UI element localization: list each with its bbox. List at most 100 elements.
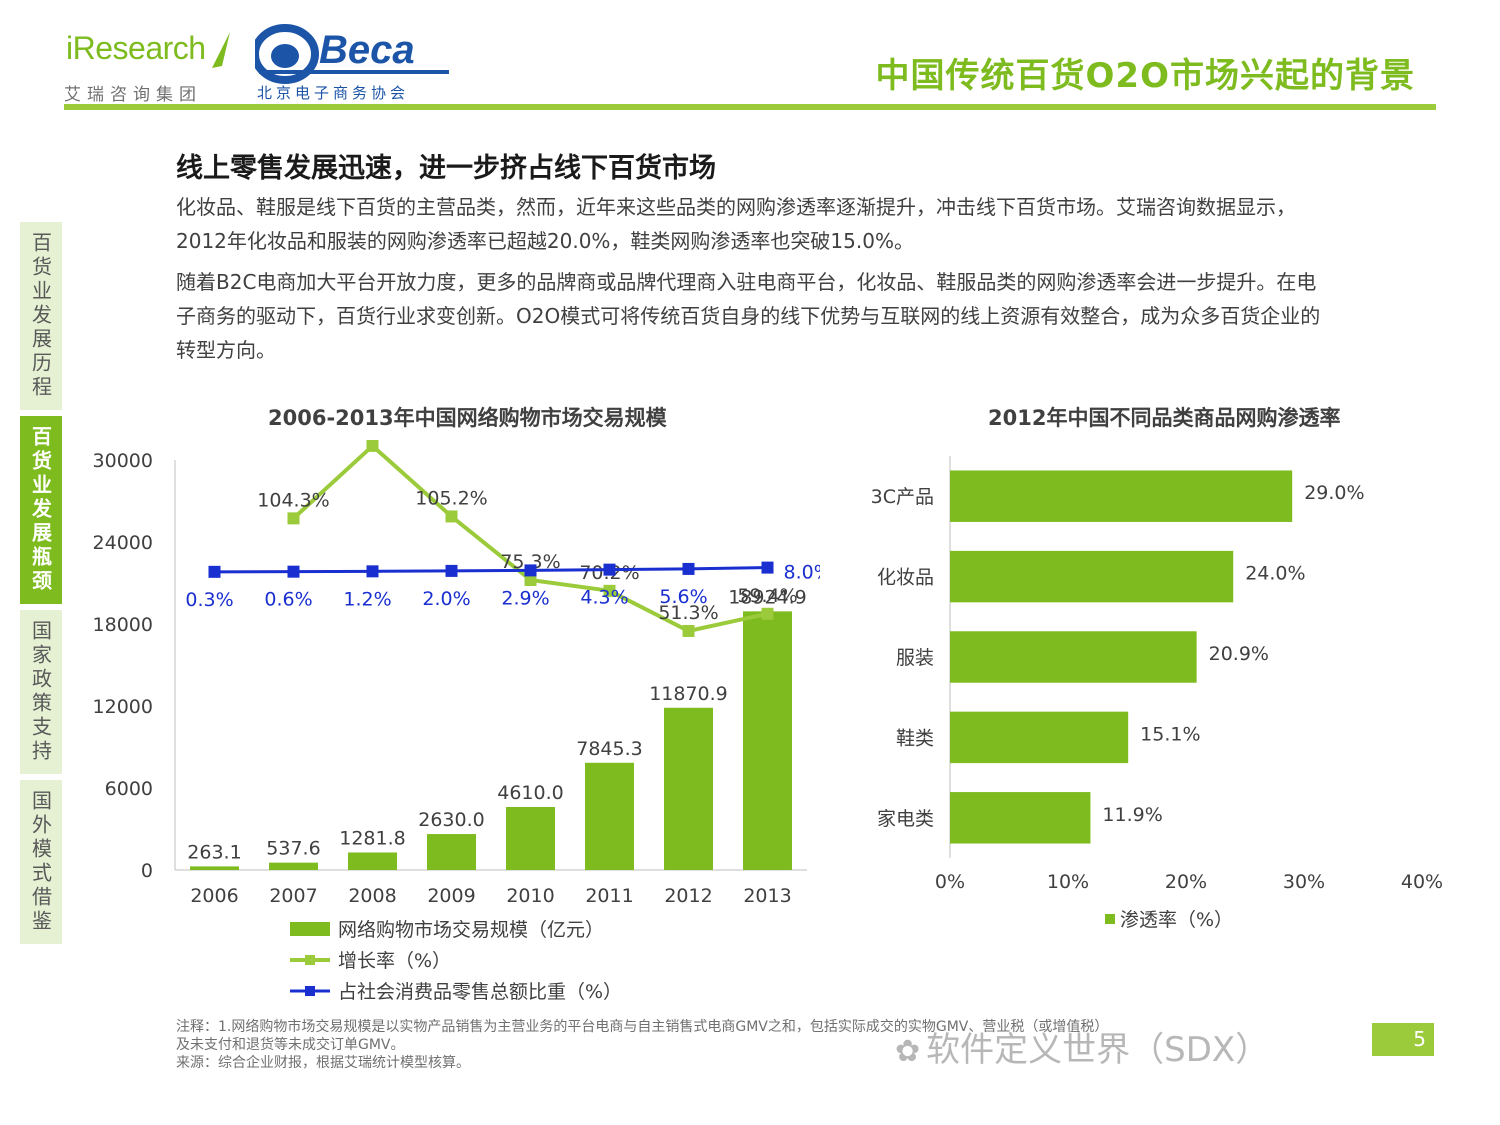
growth-rate-point — [524, 573, 537, 586]
share-point — [445, 564, 458, 577]
category-label: 鞋类 — [896, 727, 934, 749]
growth-rate-label: 75.3% — [500, 551, 560, 573]
x-tick-label: 2010 — [506, 885, 554, 907]
share-label: 1.2% — [343, 588, 391, 610]
legend-label: 占社会消费品零售总额比重（%） — [338, 981, 622, 1003]
bar — [585, 762, 634, 870]
wechat-icon: ✿ — [895, 1034, 921, 1069]
y-tick-label: 30000 — [93, 450, 153, 472]
footnote-2: 及未支付和退货等未成交订单GMV。 — [176, 1037, 405, 1053]
share-line — [214, 566, 768, 574]
bar-data-label: 29.0% — [1304, 482, 1364, 504]
sidebar-item-bottleneck[interactable]: 百货业发展瓶颈 — [20, 416, 62, 604]
category-label: 化妆品 — [877, 567, 934, 589]
bar-data-label: 15.1% — [1140, 723, 1200, 745]
beca-logo-mark-icon — [255, 24, 449, 84]
page-title: 中国传统百货O2O市场兴起的背景 — [875, 56, 1415, 96]
bar — [269, 862, 318, 870]
beca-logo-text: Beca — [319, 28, 415, 72]
x-tick-label: 30% — [1283, 871, 1325, 893]
source-note: 来源：综合企业财报，根据艾瑞统计模型核算。 — [176, 1055, 470, 1071]
share-label: 8.0% — [784, 562, 821, 584]
bar-data-label: 20.9% — [1209, 643, 1269, 665]
legend-marker-growth — [305, 955, 315, 965]
market-size-chart: 0 6000 12000 18000 24000 30000 263.1 2006 537.6 2… — [93, 440, 821, 1003]
growth-rate-point — [682, 624, 695, 637]
share-point — [682, 562, 695, 575]
watermark-text: 软件定义世界（SDX） — [926, 1030, 1270, 1070]
y-tick-label: 24000 — [93, 532, 153, 554]
iresearch-logo-subtitle: 艾瑞咨询集团 — [64, 85, 202, 105]
share-label: 2.0% — [422, 588, 470, 610]
bar — [950, 631, 1197, 683]
bar-data-label: 11870.9 — [649, 683, 728, 705]
iresearch-logo: iResearch 艾瑞咨询集团 — [62, 28, 232, 108]
penetration-rate-chart: 3C产品 29.0% 化妆品 24.0% 服装 20.9% 鞋类 15.1% 家电类 11.9% 0… — [871, 456, 1443, 931]
share-point — [761, 561, 774, 574]
y-tick-label: 12000 — [93, 696, 153, 718]
bar — [743, 611, 792, 870]
sidebar-item-label: 百货业发展瓶颈 — [28, 426, 53, 594]
x-tick-label: 20% — [1165, 871, 1207, 893]
bar-data-label: 537.6 — [266, 838, 320, 860]
x-tick-label: 40% — [1401, 871, 1443, 893]
section-heading: 线上零售发展迅速，进一步挤占线下百货市场 — [176, 153, 716, 184]
share-label: 0.3% — [185, 589, 233, 611]
x-tick-label: 2006 — [190, 885, 238, 907]
chart2-title: 2012年中国不同品类商品网购渗透率 — [988, 406, 1341, 430]
beca-logo-subtitle: 北京电子商务协会 — [257, 84, 410, 102]
watermark: ✿ 软件定义世界（SDX） — [895, 1022, 1269, 1071]
category-label: 家电类 — [877, 808, 934, 830]
x-tick-label: 2009 — [427, 885, 475, 907]
sidebar-item-history[interactable]: 百货业发展历程 — [20, 222, 62, 410]
share-label: 5.6% — [659, 586, 707, 608]
bar — [950, 711, 1129, 764]
sidebar-item-foreign-models[interactable]: 国外模式借鉴 — [20, 780, 62, 944]
x-tick-label: 2007 — [269, 885, 317, 907]
title-divider — [64, 104, 1436, 110]
share-point — [524, 564, 537, 577]
bar-data-label: 263.1 — [187, 841, 241, 863]
bar — [950, 470, 1293, 522]
x-tick-label: 10% — [1047, 871, 1089, 893]
share-label: 4.3% — [580, 587, 628, 609]
bar-data-label: 2630.0 — [418, 809, 484, 831]
bar — [506, 806, 555, 870]
growth-rate-point — [603, 584, 616, 597]
category-label: 服装 — [896, 647, 934, 669]
growth-rate-point — [445, 510, 458, 523]
bar-data-label: 18924.9 — [728, 586, 807, 608]
chart1-title: 2006-2013年中国网络购物市场交易规模 — [268, 406, 667, 430]
bar — [950, 550, 1234, 603]
share-point — [603, 563, 616, 576]
x-tick-label: 2012 — [664, 885, 712, 907]
sidebar-item-policy[interactable]: 国家政策支持 — [20, 610, 62, 774]
legend-label: 渗透率（%） — [1120, 909, 1233, 931]
bar-data-label: 4610.0 — [497, 782, 563, 804]
legend-label: 网络购物市场交易规模（亿元） — [338, 919, 604, 941]
growth-rate-label: 105.2% — [415, 487, 487, 509]
bar — [950, 792, 1091, 844]
page-number: 5 — [1372, 1023, 1434, 1056]
growth-rate-label: 104.3% — [257, 489, 329, 511]
share-point — [366, 565, 379, 578]
x-tick-label: 0% — [935, 871, 965, 893]
y-tick-label: 18000 — [93, 614, 153, 636]
legend-swatch — [1105, 914, 1115, 924]
x-tick-label: 2011 — [585, 885, 633, 907]
legend-swatch-bar — [290, 922, 330, 936]
y-tick-label: 6000 — [105, 778, 153, 800]
bar — [190, 866, 239, 870]
bar-data-label: 7845.3 — [576, 738, 642, 760]
growth-rate-label: 51.3% — [658, 602, 718, 624]
footnotes: 注释：1.网络购物市场交易规模是以实物产品销售为主营业务的平台电商与自主销售式电… — [176, 1018, 1326, 1072]
beca-logo: Beca 北京电子商务协会 — [255, 24, 455, 104]
share-point — [208, 565, 221, 578]
body-paragraph-1: 化妆品、鞋服是线下百货的主营品类，然而，近年来这些品类的网购渗透率逐渐提升，冲击… — [176, 195, 1296, 253]
share-label: 2.9% — [501, 587, 549, 609]
category-label: 3C产品 — [871, 486, 934, 508]
growth-rate-point — [366, 440, 379, 452]
legend-label: 增长率（%） — [338, 950, 451, 972]
bar-data-label: 11.9% — [1102, 804, 1162, 826]
share-label: 0.6% — [264, 589, 312, 611]
